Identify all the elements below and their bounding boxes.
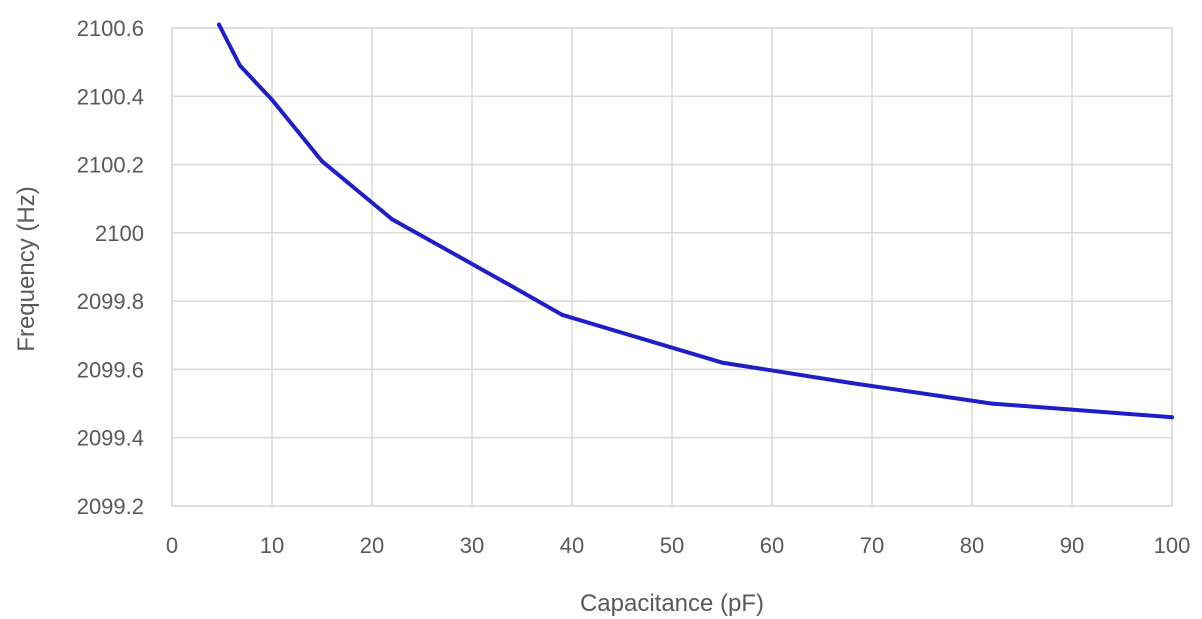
x-tick-label: 10: [260, 533, 284, 558]
data-point: [1170, 415, 1174, 420]
y-tick-label: 2099.2: [77, 494, 144, 519]
x-tick-label: 90: [1060, 533, 1084, 558]
y-tick-label: 2100.6: [77, 16, 144, 41]
x-axis-title: Capacitance (pF): [580, 590, 764, 617]
x-tick-label: 50: [660, 533, 684, 558]
x-tick-label: 0: [166, 533, 178, 558]
data-point: [390, 217, 394, 222]
data-point: [320, 159, 324, 164]
data-point: [560, 312, 564, 317]
plot-area-border: [171, 27, 1173, 507]
y-tick-label: 2099.8: [77, 289, 144, 314]
y-tick-label: 2100.4: [77, 84, 144, 109]
data-point: [720, 360, 724, 365]
series-group: [217, 22, 1174, 420]
x-tick-label: 70: [860, 533, 884, 558]
x-tick-label: 40: [560, 533, 584, 558]
y-axis-title: Frequency (Hz): [13, 186, 40, 351]
x-tick-label: 60: [760, 533, 784, 558]
y-axis-ticks: 2099.2 2099.4 2099.6 2099.8 2100 2100.2 2100.4…: [77, 16, 144, 519]
y-tick-label: 2099.6: [77, 357, 144, 382]
series-line: [217, 22, 1174, 420]
x-axis-ticks: 0 10 20 30 40 50 60 70 80 90 100: [166, 533, 1190, 558]
data-point: [217, 22, 221, 27]
x-tick-label: 80: [960, 533, 984, 558]
data-point: [270, 97, 274, 102]
x-tick-label: 30: [460, 533, 484, 558]
data-point: [990, 401, 994, 406]
y-tick-label: 2100.2: [77, 153, 144, 178]
data-point: [238, 63, 242, 68]
y-tick-label: 2099.4: [77, 426, 144, 451]
x-tick-label: 100: [1154, 533, 1191, 558]
data-point: [850, 381, 854, 386]
data-point: [500, 278, 504, 283]
y-tick-label: 2100: [95, 221, 144, 246]
grid: [171, 27, 1173, 507]
data-point: [640, 336, 644, 341]
x-tick-label: 20: [360, 533, 384, 558]
